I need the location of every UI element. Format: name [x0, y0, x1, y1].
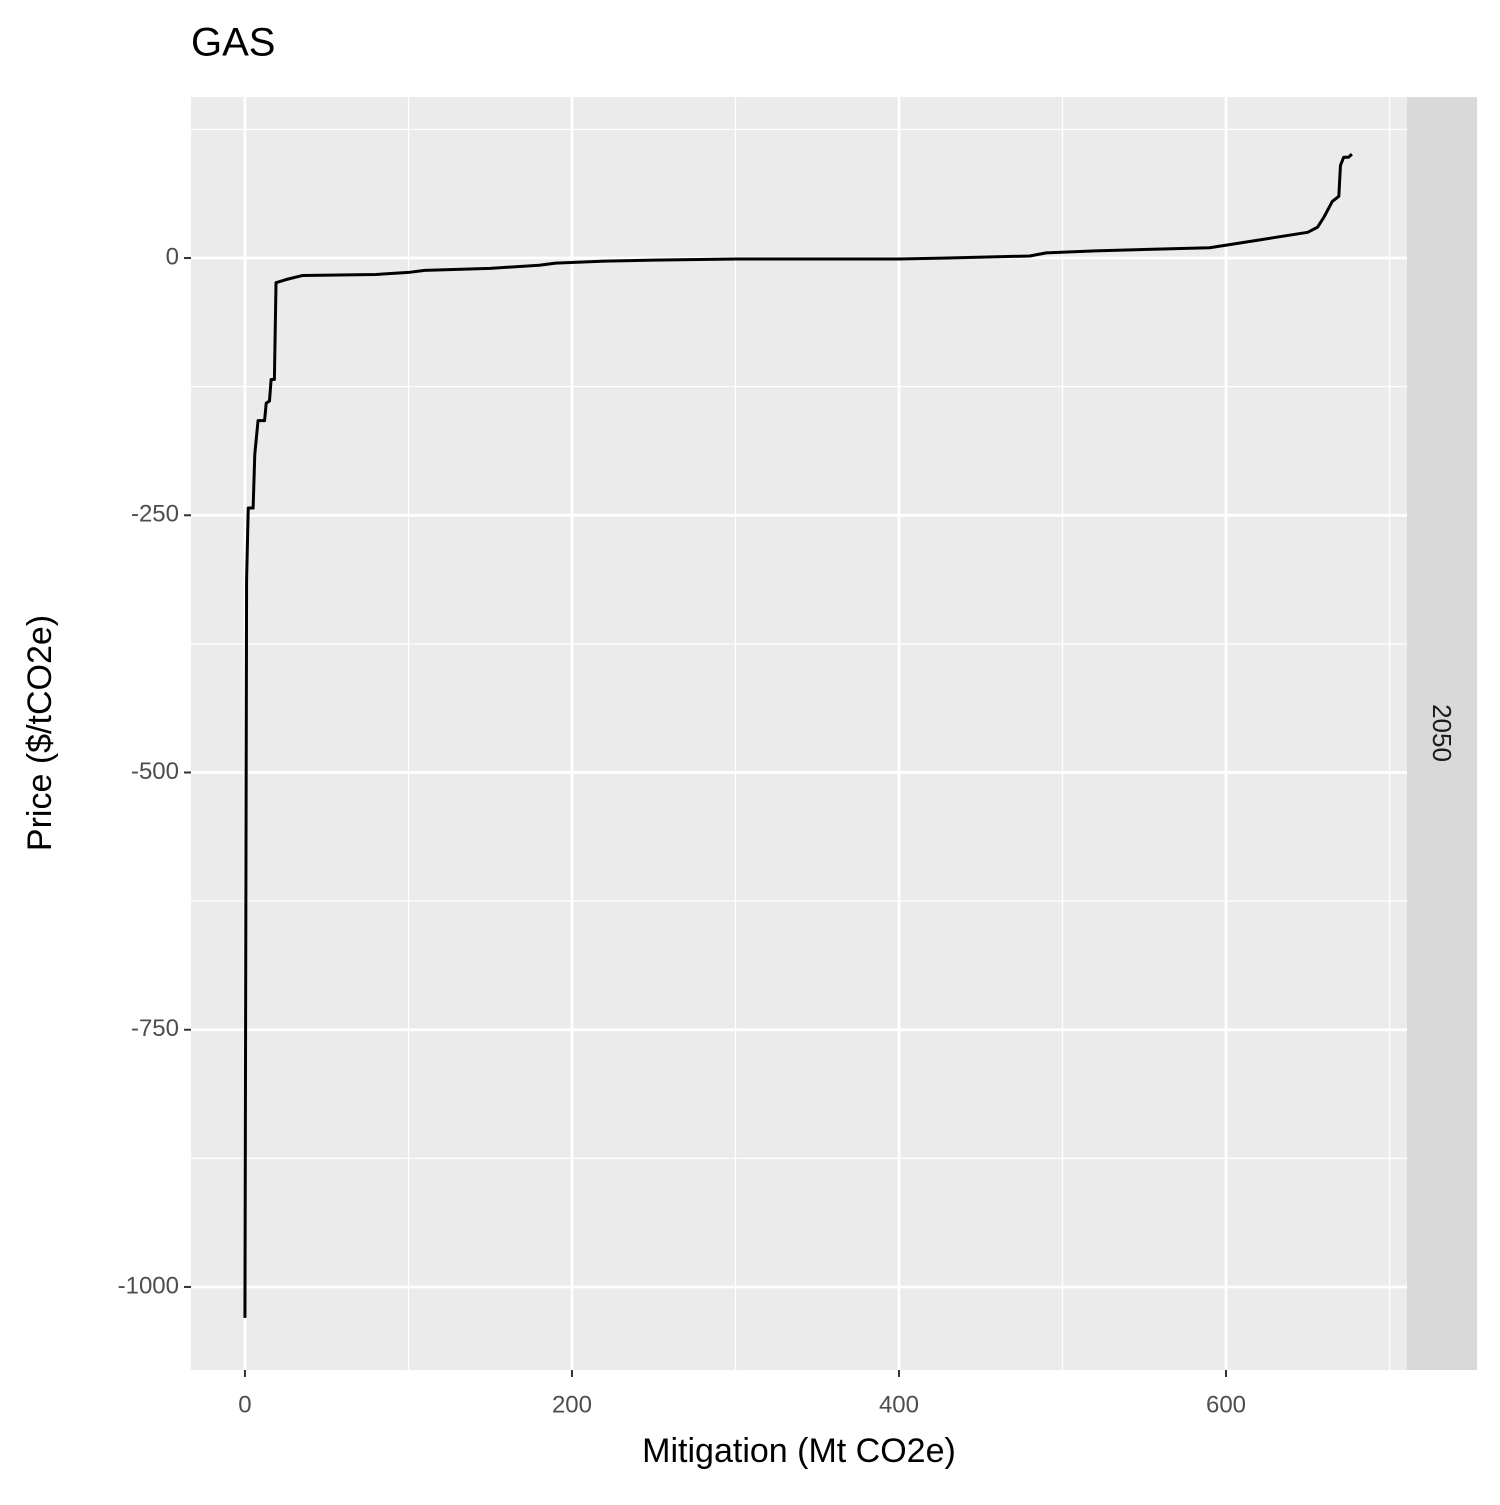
x-tick-label: 400 [879, 1391, 919, 1418]
facet-label: 2050 [1427, 704, 1457, 762]
y-tick-label: -500 [131, 758, 179, 785]
y-tick-label: -250 [131, 501, 179, 528]
x-tick-label: 200 [552, 1391, 592, 1418]
facet-strip [1407, 97, 1477, 1370]
x-axis-label: Mitigation (Mt CO2e) [642, 1432, 956, 1470]
marks [243, 153, 1353, 1318]
x-tick-label: 600 [1206, 1391, 1246, 1418]
y-axis-label: Price ($/tCO2e) [21, 615, 59, 851]
y-tick-label: -1000 [118, 1272, 179, 1299]
panel [191, 97, 1407, 1370]
y-tick-label: -750 [131, 1015, 179, 1042]
y-tick-label: 0 [166, 243, 179, 270]
line [243, 153, 1353, 1318]
chart-title: GAS [191, 21, 275, 65]
x-tick-label: 0 [238, 1391, 251, 1418]
